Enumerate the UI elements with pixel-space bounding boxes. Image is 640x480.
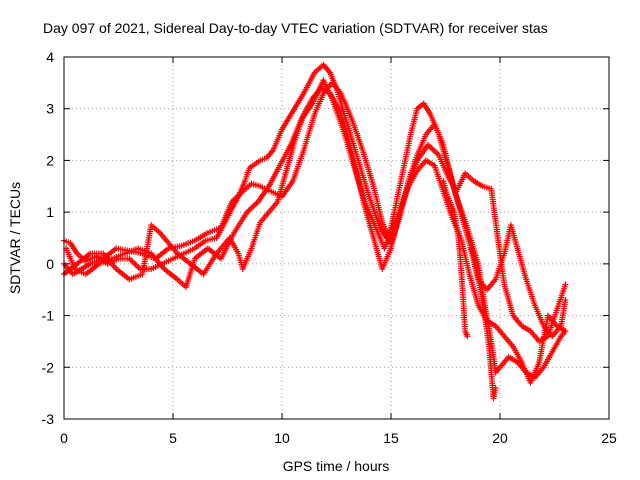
y-tick-label: -3: [42, 411, 55, 427]
series-track-5: [440, 178, 471, 340]
x-axis-label: GPS time / hours: [283, 458, 390, 474]
data-points: [61, 61, 569, 402]
y-axis-label: SDTVAR / TECUs: [7, 182, 23, 294]
data-point: [562, 328, 569, 335]
x-tick-label: 20: [492, 430, 508, 446]
plot-frame: [63, 56, 610, 420]
x-tick-label: 5: [169, 430, 177, 446]
x-tick-label: 0: [60, 430, 68, 446]
series-track-6: [468, 245, 499, 402]
data-point: [562, 281, 569, 288]
series-track-4: [63, 77, 569, 345]
y-axis-ticks: -3 -2 -1 0 1 2 3 4: [42, 49, 609, 427]
x-tick-label: 15: [383, 430, 399, 446]
y-tick-label: -1: [42, 308, 55, 324]
x-tick-label: 10: [274, 430, 290, 446]
y-tick-label: 2: [46, 152, 54, 168]
y-tick-label: 0: [46, 256, 54, 272]
x-tick-label: 25: [601, 430, 617, 446]
y-tick-label: 1: [46, 204, 54, 220]
chart-title: Day 097 of 2021, Sidereal Day-to-day VTE…: [43, 20, 548, 36]
data-point: [562, 297, 569, 304]
y-tick-label: 4: [46, 49, 54, 65]
y-tick-label: -2: [42, 359, 55, 375]
x-axis-ticks: 0 5 10 15 20 25: [60, 57, 617, 446]
data-point: [464, 333, 471, 340]
data-point: [492, 384, 499, 391]
y-tick-label: 3: [46, 101, 54, 117]
